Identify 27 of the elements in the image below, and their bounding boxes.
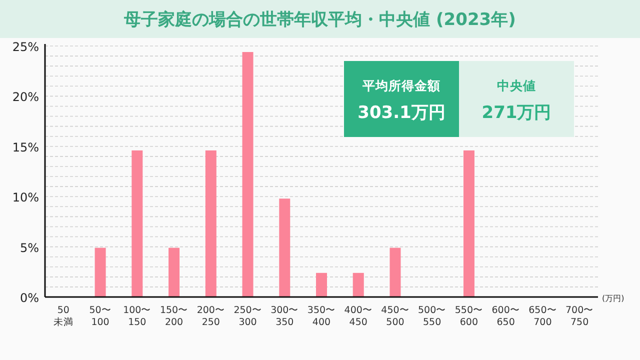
x-tick-label: 500〜 550 [418,305,446,328]
x-axis-title: (万円) [602,294,624,303]
x-tick-label: 700〜 750 [565,305,594,328]
x-tick-label: 50 未満 [53,305,74,328]
y-tick-label: 25% [12,40,39,54]
y-tick-label: 20% [12,90,39,104]
x-tick-label: 600〜 650 [492,305,520,328]
y-tick-label: 10% [12,190,39,205]
x-tick-label: 150〜 200 [160,305,188,328]
annotation: 303.1万円 [358,103,446,123]
y-tick-label: 15% [12,140,39,154]
x-tick-label: 200〜 250 [196,305,225,328]
annotation: 平均所得金額 [362,78,440,93]
x-tick-label: 250〜 300 [234,305,262,328]
x-tick-label: 100〜 150 [123,305,152,328]
x-tick-label: 650〜 700 [528,305,557,328]
x-tick-label: 300〜 350 [270,305,299,328]
y-tick-label: 5% [20,240,39,255]
x-tick-label: 450〜 500 [381,305,410,328]
x-tick-label: 50〜 100 [89,305,112,328]
annotation: 271万円 [482,103,552,123]
x-tick-label: 400〜 450 [344,305,372,328]
title: 母子家庭の場合の世帯年収平均・中央値 (2023年) [124,10,516,30]
annotation: 中央値 [497,78,536,93]
y-tick-label: 0% [20,291,39,305]
x-tick-label: 350〜 400 [307,305,336,328]
x-tick-label: 550〜 600 [454,305,484,328]
